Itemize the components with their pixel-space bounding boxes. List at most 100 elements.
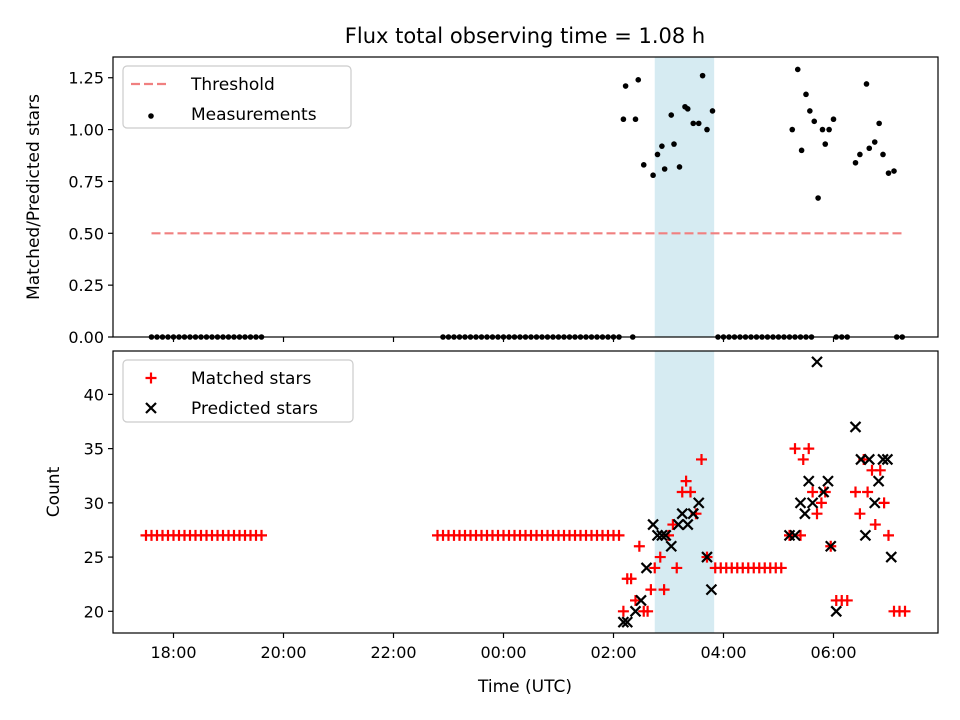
legend-label: Matched stars bbox=[191, 369, 311, 389]
matched-star-point bbox=[841, 594, 853, 606]
measurement-point bbox=[622, 83, 629, 89]
measurement-point bbox=[880, 151, 886, 158]
matched-star-point bbox=[630, 594, 641, 606]
predicted-star-point bbox=[701, 551, 713, 563]
x-tick-label: 00:00 bbox=[480, 643, 526, 662]
measurement-point bbox=[640, 162, 647, 168]
predicted-star-point bbox=[817, 486, 830, 498]
matched-star-point bbox=[811, 508, 823, 520]
x-axis-label: Time (UTC) bbox=[477, 677, 572, 697]
y-tick-label: 30 bbox=[84, 494, 104, 513]
predicted-star-point bbox=[629, 605, 642, 618]
matched-star-point bbox=[685, 486, 696, 498]
predicted-star-point bbox=[822, 475, 834, 487]
measurement-point bbox=[885, 170, 892, 176]
matched-star-point bbox=[795, 529, 806, 541]
measurement-point bbox=[704, 126, 710, 133]
matched-star-point bbox=[613, 529, 625, 541]
legend-box bbox=[122, 359, 354, 423]
measurement-point bbox=[659, 143, 665, 149]
measurement-point bbox=[709, 108, 716, 114]
highlight-span bbox=[654, 57, 715, 337]
legend-label: Measurements bbox=[191, 105, 317, 125]
measurement-point bbox=[819, 126, 826, 133]
matched-star-point bbox=[645, 584, 657, 596]
predicted-star-point bbox=[855, 453, 867, 466]
measurement-point bbox=[866, 145, 873, 152]
matched-star-point bbox=[658, 584, 670, 596]
matched-star-point bbox=[649, 562, 661, 574]
matched-star-point bbox=[256, 529, 267, 541]
predicted-star-point bbox=[863, 453, 876, 466]
matched-star-point bbox=[696, 453, 707, 465]
axes-frame bbox=[112, 350, 939, 634]
measurement-point bbox=[635, 77, 642, 83]
predicted-star-point bbox=[705, 583, 718, 596]
matched-star-point bbox=[819, 486, 831, 498]
measurement-point bbox=[852, 159, 859, 166]
predicted-star-point bbox=[656, 529, 668, 542]
measurement-point bbox=[871, 139, 878, 145]
matched-star-point bbox=[625, 573, 637, 585]
predicted-star-point bbox=[794, 497, 807, 509]
measurement-point bbox=[794, 66, 801, 73]
predicted-star-point bbox=[872, 475, 885, 487]
legend-measurements-swatch bbox=[148, 113, 154, 119]
matched-star-point bbox=[775, 562, 787, 574]
legend-label: Predicted stars bbox=[191, 399, 318, 419]
measurement-point bbox=[815, 195, 821, 201]
matched-star-point bbox=[878, 497, 890, 509]
y-tick-label: 20 bbox=[84, 602, 104, 621]
measurement-point bbox=[863, 81, 870, 87]
predicted-star-point bbox=[659, 529, 672, 542]
matched-star-point bbox=[633, 540, 645, 552]
matched-star-point bbox=[850, 486, 861, 498]
predicted-star-point bbox=[811, 356, 823, 368]
predicted-star-point bbox=[802, 475, 815, 487]
matched-star-point bbox=[807, 486, 819, 498]
y-tick-label: 25 bbox=[84, 548, 104, 567]
bottom-panel: 20 25 30 35 40 18:00 20:00 22:00 00:00 02:00 04:00… bbox=[44, 350, 939, 662]
matched-star-point bbox=[642, 605, 654, 617]
legend-matched-swatch bbox=[145, 372, 157, 384]
predicted-star-point bbox=[621, 616, 634, 628]
axes-frame bbox=[112, 56, 939, 338]
matched-star-point bbox=[854, 508, 866, 520]
predicted-star-point bbox=[635, 594, 647, 607]
predicted-star-point bbox=[830, 605, 843, 618]
measurement-point bbox=[676, 164, 683, 170]
y-axis-label: Count bbox=[44, 466, 64, 517]
chart-title: Flux total observing time = 1.08 h bbox=[345, 24, 705, 48]
measurement-point bbox=[822, 141, 829, 147]
y-tick-label: 1.25 bbox=[68, 69, 104, 88]
measurement-point bbox=[620, 116, 627, 123]
measurement-point bbox=[876, 120, 882, 127]
predicted-star-point bbox=[665, 540, 678, 553]
measurement-point bbox=[699, 72, 706, 79]
measurement-point bbox=[891, 168, 897, 174]
matched-star-point bbox=[671, 562, 683, 574]
measurement-point bbox=[803, 91, 809, 98]
measurement-point bbox=[826, 126, 832, 133]
matched-star-point bbox=[869, 519, 881, 531]
matched-star-point bbox=[797, 453, 809, 465]
legend-box bbox=[122, 65, 352, 129]
x-tick-label: 06:00 bbox=[810, 643, 856, 662]
y-tick-label: 0.50 bbox=[68, 224, 104, 243]
predicted-star-point bbox=[651, 529, 664, 542]
x-tick-label: 04:00 bbox=[700, 643, 746, 662]
y-tick-label: 0.25 bbox=[68, 276, 104, 295]
predicted-star-point bbox=[881, 453, 894, 466]
matched-star-point bbox=[680, 475, 692, 487]
measurement-point bbox=[650, 172, 656, 179]
measurement-point bbox=[668, 112, 675, 118]
predicted-star-point bbox=[676, 507, 689, 520]
y-tick-label: 1.00 bbox=[68, 121, 104, 140]
measurement-point bbox=[690, 120, 697, 127]
matched-star-point bbox=[899, 605, 911, 617]
measurement-point bbox=[632, 116, 639, 123]
predicted-star-point bbox=[672, 518, 685, 531]
measurement-point bbox=[684, 106, 691, 112]
matched-star-point bbox=[803, 443, 815, 455]
